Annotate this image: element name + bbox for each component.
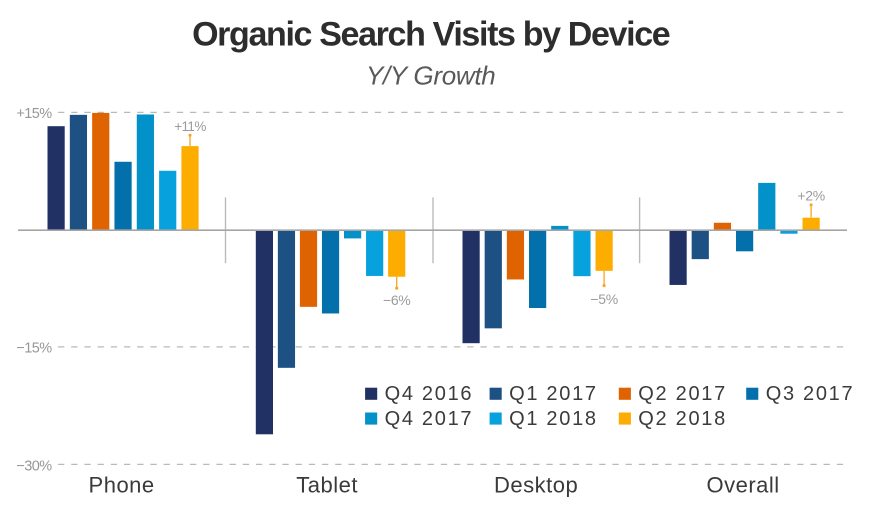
svg-text:Q1 2017: Q1 2017 (509, 383, 598, 405)
svg-text:+15%: +15% (16, 106, 52, 122)
svg-text:+2%: +2% (797, 188, 825, 204)
svg-text:Y/Y Growth: Y/Y Growth (366, 61, 495, 91)
svg-text:Phone: Phone (89, 473, 155, 498)
svg-text:Overall: Overall (707, 473, 780, 498)
svg-text:Tablet: Tablet (296, 473, 358, 498)
svg-text:Q2 2017: Q2 2017 (638, 383, 727, 405)
svg-text:−5%: −5% (590, 291, 618, 307)
svg-text:Q4 2017: Q4 2017 (385, 408, 474, 430)
svg-text:Q3 2017: Q3 2017 (766, 383, 855, 405)
svg-text:−30%: −30% (16, 458, 52, 474)
svg-text:Q1 2018: Q1 2018 (509, 408, 598, 430)
svg-text:Desktop: Desktop (494, 473, 578, 498)
svg-text:Q4 2016: Q4 2016 (385, 383, 474, 405)
svg-text:Q2 2018: Q2 2018 (638, 408, 727, 430)
svg-text:+11%: +11% (174, 119, 206, 134)
svg-text:−15%: −15% (16, 340, 52, 356)
svg-text:−6%: −6% (383, 292, 411, 308)
svg-text:Organic Search Visits by Devic: Organic Search Visits by Device (192, 15, 670, 53)
